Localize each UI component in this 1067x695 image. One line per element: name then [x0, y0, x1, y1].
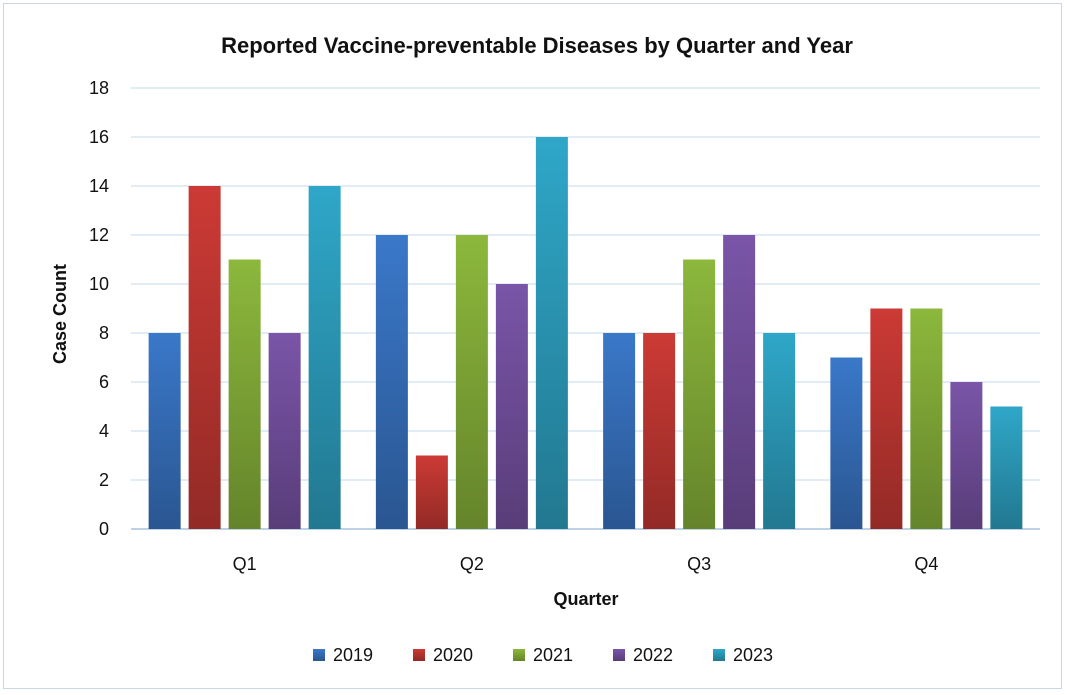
y-tick-label: 6 — [99, 372, 109, 392]
legend-swatch — [513, 649, 525, 661]
x-tick-label: Q4 — [914, 554, 938, 574]
x-axis-label: Quarter — [553, 589, 618, 609]
legend-swatch — [613, 649, 625, 661]
y-tick-label: 0 — [99, 519, 109, 539]
bar-2019-Q1 — [148, 333, 181, 529]
legend-label: 2019 — [333, 645, 373, 665]
x-tick-label: Q3 — [687, 554, 711, 574]
bar-2019-Q4 — [830, 357, 863, 529]
chart-title: Reported Vaccine-preventable Diseases by… — [221, 33, 853, 58]
legend-label: 2020 — [433, 645, 473, 665]
bar-2019-Q2 — [375, 235, 408, 529]
x-tick-label: Q2 — [460, 554, 484, 574]
legend-swatch — [713, 649, 725, 661]
bar-chart: Reported Vaccine-preventable Diseases by… — [50, 33, 1040, 665]
bar-2022-Q2 — [495, 284, 528, 529]
y-tick-label: 12 — [89, 225, 109, 245]
x-tick-labels: Q1 Q2 Q3 Q4 — [233, 554, 939, 574]
x-tick-label: Q1 — [233, 554, 257, 574]
bar-2020-Q3 — [643, 333, 676, 529]
bar-2020-Q4 — [870, 308, 903, 529]
bar-2023-Q1 — [308, 186, 341, 529]
bar-2020-Q1 — [188, 186, 221, 529]
legend-label: 2021 — [533, 645, 573, 665]
y-tick-labels: 0 2 4 6 8 10 12 14 16 18 — [89, 78, 109, 539]
bar-2019-Q3 — [603, 333, 636, 529]
bar-2023-Q4 — [990, 406, 1023, 529]
y-tick-label: 2 — [99, 470, 109, 490]
legend-swatch — [313, 649, 325, 661]
bar-2023-Q2 — [535, 137, 568, 529]
bar-2022-Q3 — [723, 235, 756, 529]
bar-2020-Q2 — [415, 455, 448, 529]
bars — [148, 137, 1023, 529]
bar-2021-Q1 — [228, 259, 261, 529]
y-axis-label: Case Count — [50, 264, 70, 364]
bar-2022-Q1 — [268, 333, 301, 529]
y-tick-label: 16 — [89, 127, 109, 147]
legend-label: 2022 — [633, 645, 673, 665]
bar-2023-Q3 — [763, 333, 796, 529]
y-tick-label: 10 — [89, 274, 109, 294]
legend-swatch — [413, 649, 425, 661]
bar-2022-Q4 — [950, 382, 983, 529]
gridlines — [131, 87, 1040, 530]
y-tick-label: 18 — [89, 78, 109, 98]
y-tick-label: 14 — [89, 176, 109, 196]
y-tick-label: 8 — [99, 323, 109, 343]
y-tick-label: 4 — [99, 421, 109, 441]
bar-2021-Q2 — [455, 235, 488, 529]
bar-2021-Q3 — [683, 259, 716, 529]
bar-2021-Q4 — [910, 308, 943, 529]
legend-label: 2023 — [733, 645, 773, 665]
chart-frame: Reported Vaccine-preventable Diseases by… — [3, 3, 1062, 689]
legend: 2019 2020 2021 2022 2023 — [313, 645, 773, 665]
